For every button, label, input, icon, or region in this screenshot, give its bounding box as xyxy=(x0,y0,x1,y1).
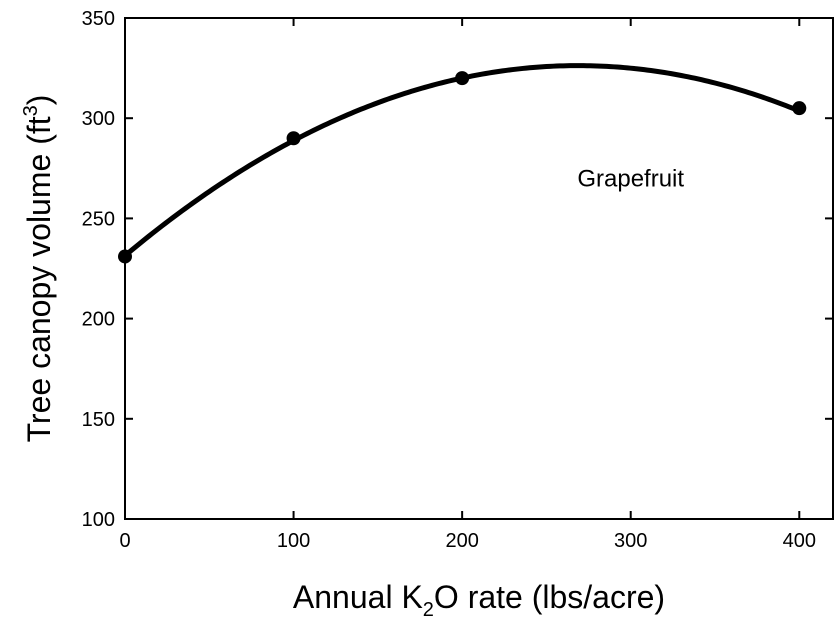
annotation-grapefruit: Grapefruit xyxy=(577,165,684,192)
y-tick-label: 350 xyxy=(82,8,115,30)
data-points xyxy=(118,71,807,264)
y-tick-label: 200 xyxy=(82,309,115,331)
x-tick-label: 100 xyxy=(277,530,310,552)
y-tick-label: 250 xyxy=(82,208,115,230)
fit-curve xyxy=(122,63,802,259)
data-point xyxy=(286,131,301,146)
plot-frame xyxy=(124,17,834,520)
y-axis-title-rest: ) xyxy=(21,95,57,106)
data-point xyxy=(455,71,470,86)
y-tick-label: 100 xyxy=(82,509,115,531)
x-tick-label: 300 xyxy=(614,530,647,552)
x-axis-title-rest: O rate (lbs/acre) xyxy=(434,579,665,615)
x-axis-title: Annual K2O rate (lbs/acre) xyxy=(293,579,665,621)
x-axis-title-subscript: 2 xyxy=(423,599,434,621)
y-tick-label: 150 xyxy=(82,409,115,431)
y-axis-title: Tree canopy volume (ft3) xyxy=(20,95,57,443)
data-point xyxy=(792,101,807,116)
y-tick-label: 300 xyxy=(82,108,115,130)
x-tick-label: 400 xyxy=(783,530,816,552)
y-axis-title-main: Tree canopy volume (ft xyxy=(21,116,57,442)
y-axis-title-superscript: 3 xyxy=(20,105,42,116)
ticks xyxy=(124,17,833,520)
fit-curve-group xyxy=(122,63,802,259)
x-tick-label: 0 xyxy=(119,530,130,552)
x-axis-title-main: Annual K xyxy=(293,579,423,615)
x-tick-label: 200 xyxy=(445,530,478,552)
